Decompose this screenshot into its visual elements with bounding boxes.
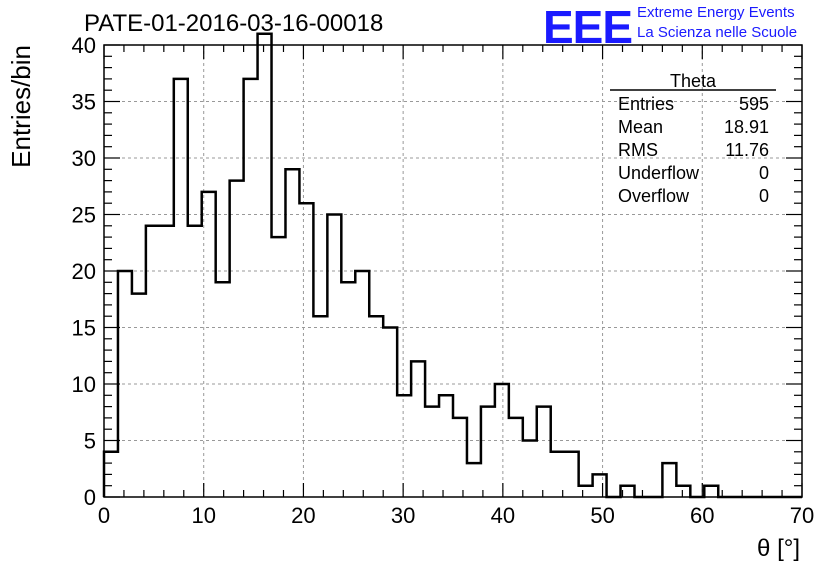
page-title: PATE-01-2016-03-16-00018 [84, 10, 384, 37]
logo-caption-line2: La Scienza nelle Scuole [637, 24, 798, 41]
y-tick-label: 35 [72, 90, 96, 115]
eee-logo: EEE [543, 1, 633, 53]
x-axis-label: θ [°] [757, 535, 800, 562]
y-tick-label: 30 [72, 146, 96, 171]
stats-row-label: Overflow [618, 186, 690, 206]
histogram-series [102, 32, 802, 499]
stats-row-value: 0 [759, 163, 769, 183]
x-tick-label: 10 [191, 503, 215, 528]
logo-caption-line1: Extreme Energy Events [637, 4, 795, 21]
stats-row-value: 595 [739, 94, 769, 114]
axis-ticks [103, 44, 803, 498]
stats-row-label: Underflow [618, 163, 700, 183]
y-tick-label: 10 [72, 372, 96, 397]
stats-box: Theta Entries 595 Mean 18.91 RMS 11.76 Underfl… [610, 71, 776, 206]
y-tick-label: 25 [72, 203, 96, 228]
y-tick-label: 0 [84, 485, 96, 510]
stats-row-value: 18.91 [724, 117, 769, 137]
tick-labels: 0 10 20 30 40 50 60 70 0 5 10 15 20 25 30 35 40 [72, 33, 815, 528]
y-tick-label: 40 [72, 33, 96, 58]
logo-caption: Extreme Energy Events La Scienza nelle S… [637, 3, 797, 43]
grid-lines [104, 44, 802, 497]
stats-row-value: 11.76 [725, 140, 769, 160]
y-tick-label: 20 [72, 259, 96, 284]
y-tick-label: 15 [72, 316, 96, 341]
x-tick-label: 20 [291, 503, 315, 528]
x-tick-label: 70 [790, 503, 814, 528]
stats-row-label: Entries [618, 94, 674, 114]
stats-row-label: Mean [618, 117, 663, 137]
stats-row-label: RMS [618, 140, 658, 160]
x-tick-label: 0 [98, 503, 110, 528]
x-tick-label: 40 [491, 503, 515, 528]
stats-row-value: 0 [759, 186, 769, 206]
x-tick-label: 60 [690, 503, 714, 528]
y-axis-label: Entries/bin [6, 45, 36, 168]
y-tick-label: 5 [84, 429, 96, 454]
x-tick-label: 50 [590, 503, 614, 528]
stats-box-title: Theta [670, 71, 717, 91]
x-tick-label: 30 [391, 503, 415, 528]
